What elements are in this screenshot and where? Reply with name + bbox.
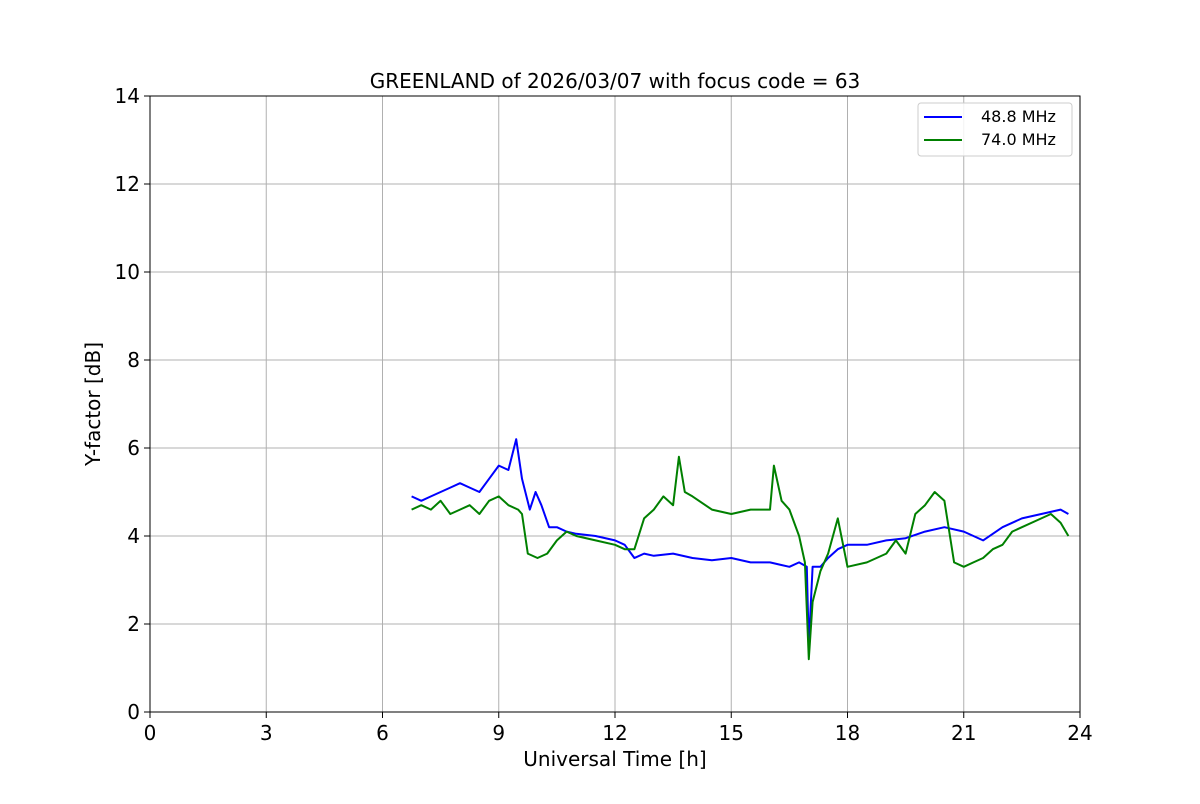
y-tick-label: 2 <box>127 612 140 636</box>
plot-series <box>411 438 1070 661</box>
legend-label-1: 48.8 MHz <box>981 107 1056 126</box>
legend-label-2: 74.0 MHz <box>981 130 1056 149</box>
y-tick-label: 0 <box>127 700 140 724</box>
legend: 48.8 MHz 74.0 MHz <box>917 102 1073 157</box>
y-tick-label: 10 <box>115 260 140 284</box>
chart-title: GREENLAND of 2026/03/07 with focus code … <box>370 69 861 93</box>
x-tick-label: 21 <box>951 721 976 745</box>
y-tick-label: 14 <box>115 84 140 108</box>
y-tick-label: 4 <box>127 524 140 548</box>
series-line-2 <box>411 455 1070 661</box>
x-tick-label: 15 <box>719 721 744 745</box>
y-tick-label: 6 <box>127 436 140 460</box>
x-tick-label: 18 <box>835 721 860 745</box>
y-tick-label: 12 <box>115 172 140 196</box>
x-tick-label: 3 <box>260 721 273 745</box>
y-axis-title: Y-factor [dB] <box>81 342 105 467</box>
x-tick-label: 24 <box>1067 721 1092 745</box>
x-tick-label: 6 <box>376 721 389 745</box>
y-tick-label: 8 <box>127 348 140 372</box>
x-tick-label: 12 <box>602 721 627 745</box>
x-axis-title: Universal Time [h] <box>523 747 706 771</box>
x-tick-label: 9 <box>492 721 505 745</box>
x-tick-label: 0 <box>144 721 157 745</box>
